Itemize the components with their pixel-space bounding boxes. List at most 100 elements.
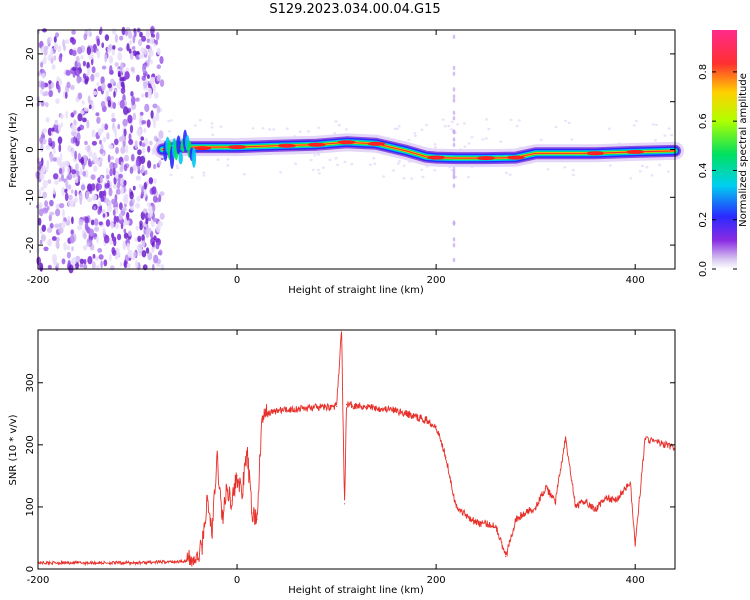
noise-blob — [152, 195, 158, 203]
noise-blob — [84, 140, 88, 146]
noise-blob — [97, 53, 101, 59]
noise-blob — [126, 212, 130, 221]
x-tick-label: 200 — [427, 275, 446, 286]
noise-blob — [66, 81, 71, 89]
noise-blob — [96, 38, 101, 47]
noise-blob — [51, 64, 56, 70]
noise-blob — [141, 234, 145, 242]
noise-blob — [45, 165, 49, 173]
noise-blob — [41, 224, 46, 232]
noise-blob — [54, 180, 59, 185]
noise-blob — [92, 90, 98, 96]
noise-blob — [58, 54, 63, 63]
noise-blob — [136, 128, 142, 137]
noise-blob — [140, 211, 146, 221]
noise-blob — [53, 42, 59, 51]
snr-point — [276, 410, 278, 412]
noise-blob — [58, 203, 65, 209]
noise-blob — [77, 92, 83, 100]
noise-blob — [39, 262, 44, 272]
noise-blob — [78, 219, 84, 226]
snr-point — [87, 562, 89, 564]
noise-blob — [94, 218, 99, 227]
faint-blob — [467, 142, 471, 145]
noise-blob — [66, 245, 70, 251]
noise-blob — [138, 53, 144, 59]
snr-point — [221, 518, 223, 520]
faint-blob — [463, 145, 467, 148]
faint-blob — [190, 176, 194, 179]
faint-blob — [441, 118, 445, 121]
noise-blob — [45, 117, 50, 123]
noise-blob — [66, 166, 70, 174]
noise-blob — [141, 75, 146, 81]
noise-blob — [90, 219, 95, 226]
noise-blob — [122, 241, 127, 251]
noise-blob — [38, 217, 42, 226]
y-tick-label: -20 — [25, 237, 36, 253]
faint-blob — [169, 119, 173, 122]
faint-blob — [226, 158, 230, 161]
noise-blob — [109, 253, 112, 262]
faint-blob — [629, 177, 633, 180]
noise-blob — [117, 233, 122, 241]
noise-blob — [84, 146, 88, 151]
noise-blob — [141, 240, 145, 248]
noise-blob — [132, 35, 136, 44]
streak-blob — [452, 110, 456, 116]
noise-blob — [111, 117, 116, 123]
noise-blob — [123, 128, 127, 137]
noise-blob — [40, 234, 46, 242]
noise-blob — [151, 246, 155, 253]
figure-title: S129.2023.034.00.04.G15 — [269, 2, 440, 17]
noise-blob — [101, 65, 107, 70]
noise-blob — [89, 31, 92, 37]
noise-blob — [83, 33, 88, 41]
faint-blob — [396, 162, 400, 165]
noise-blob — [147, 90, 152, 99]
noise-blob — [104, 234, 110, 244]
noise-blob — [71, 123, 77, 133]
y-tick-label: -10 — [25, 189, 36, 205]
snr-point — [555, 500, 557, 502]
noise-blob — [128, 139, 134, 145]
snr-point — [256, 518, 258, 520]
noise-blob — [71, 216, 74, 225]
streak-blob — [452, 71, 456, 76]
noise-blob — [58, 143, 62, 153]
noise-blob — [148, 49, 154, 57]
noise-blob — [105, 167, 109, 177]
noise-blob — [71, 50, 77, 57]
noise-blob — [49, 55, 55, 64]
faint-blob — [307, 130, 310, 133]
ridge-peak — [367, 141, 386, 146]
noise-blob — [48, 214, 52, 222]
noise-blob — [111, 28, 117, 35]
x-tick-label: -200 — [27, 275, 50, 286]
noise-blob — [125, 67, 129, 73]
faint-blob — [211, 133, 215, 136]
noise-blob — [133, 28, 137, 38]
faint-blob — [176, 166, 180, 170]
faint-blob — [666, 170, 670, 173]
noise-blob — [156, 64, 161, 69]
noise-blob — [38, 207, 44, 217]
streak-blob — [452, 220, 456, 225]
noise-blob — [77, 175, 81, 181]
noise-blob — [106, 132, 110, 140]
noise-blob — [102, 227, 106, 235]
noise-blob — [55, 98, 60, 104]
noise-blob — [109, 155, 115, 160]
snr-point — [564, 438, 567, 440]
noise-blob — [71, 29, 76, 35]
noise-blob — [71, 257, 77, 264]
noise-blob — [109, 65, 113, 74]
noise-blob — [61, 209, 65, 218]
noise-blob — [144, 91, 149, 98]
faint-blob — [481, 138, 485, 141]
faint-blob — [398, 160, 401, 163]
snr-point — [435, 425, 437, 427]
faint-blob — [397, 125, 401, 128]
noise-blob — [92, 152, 97, 161]
ridge-peak — [337, 140, 356, 145]
